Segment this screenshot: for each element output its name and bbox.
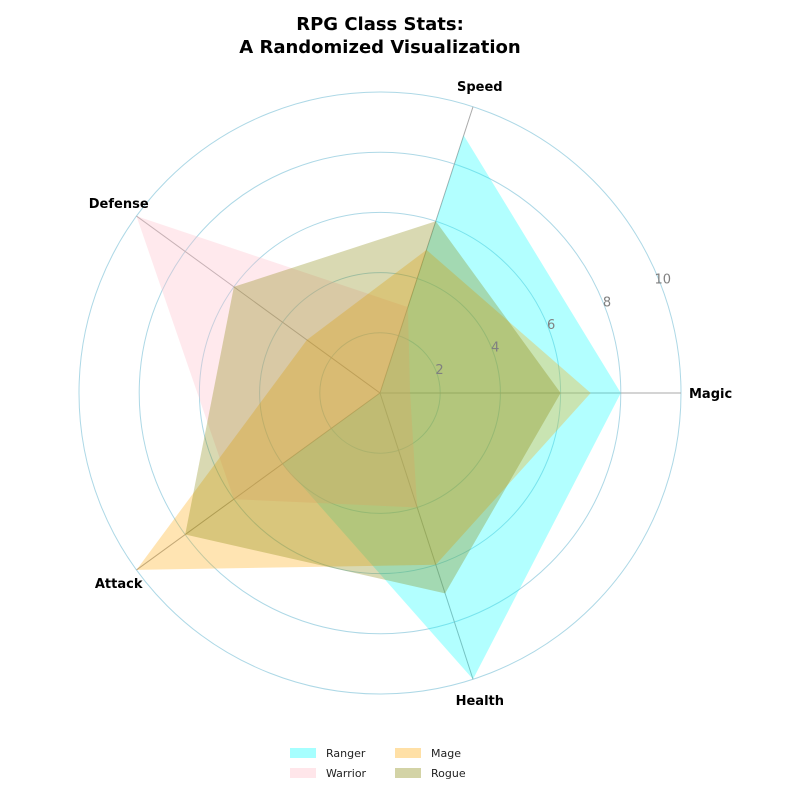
legend-label: Warrior xyxy=(326,767,367,780)
chart-title-line-2: A Randomized Visualization xyxy=(239,37,520,58)
legend-swatch xyxy=(395,768,421,778)
chart-legend: Ranger Warrior Mage Rogue xyxy=(290,747,466,780)
axis-spoke-speed xyxy=(379,106,474,394)
legend-swatch xyxy=(395,748,421,758)
radial-tick-label: 6 xyxy=(547,318,555,333)
legend-item-rogue: Rogue xyxy=(395,767,466,780)
series-ranger-area xyxy=(282,135,621,680)
chart-title-line-1: RPG Class Stats: xyxy=(296,14,464,35)
legend-label: Mage xyxy=(431,747,461,760)
axis-spoke-defense xyxy=(136,215,381,394)
radial-tick-label: 4 xyxy=(491,340,499,355)
legend-label: Rogue xyxy=(431,767,466,780)
radial-tick-label: 8 xyxy=(603,295,611,310)
legend-swatch xyxy=(290,748,316,758)
category-label-health: Health xyxy=(456,694,504,709)
series-warrior-area xyxy=(136,216,418,508)
axis-spoke-attack xyxy=(136,392,381,571)
radial-tick-label: 10 xyxy=(655,273,672,288)
legend-item-ranger: Ranger xyxy=(290,747,366,760)
category-label-magic: Magic xyxy=(689,387,732,402)
axis-spoke-health xyxy=(379,392,474,680)
category-label-speed: Speed xyxy=(457,80,503,95)
category-label-defense: Defense xyxy=(89,197,149,212)
radar-series-group xyxy=(136,135,621,680)
radial-tick-label: 2 xyxy=(435,363,443,378)
radar-grid xyxy=(78,91,682,695)
legend-item-mage: Mage xyxy=(395,747,461,760)
legend-swatch xyxy=(290,768,316,778)
legend-item-warrior: Warrior xyxy=(290,767,367,780)
category-label-attack: Attack xyxy=(95,577,143,592)
legend-label: Ranger xyxy=(326,747,366,760)
series-mage-area xyxy=(136,249,591,570)
radar-labels: 2 4 6 8 10 Magic Speed Defense Attack Health xyxy=(89,80,732,709)
series-rogue-area xyxy=(185,221,561,594)
